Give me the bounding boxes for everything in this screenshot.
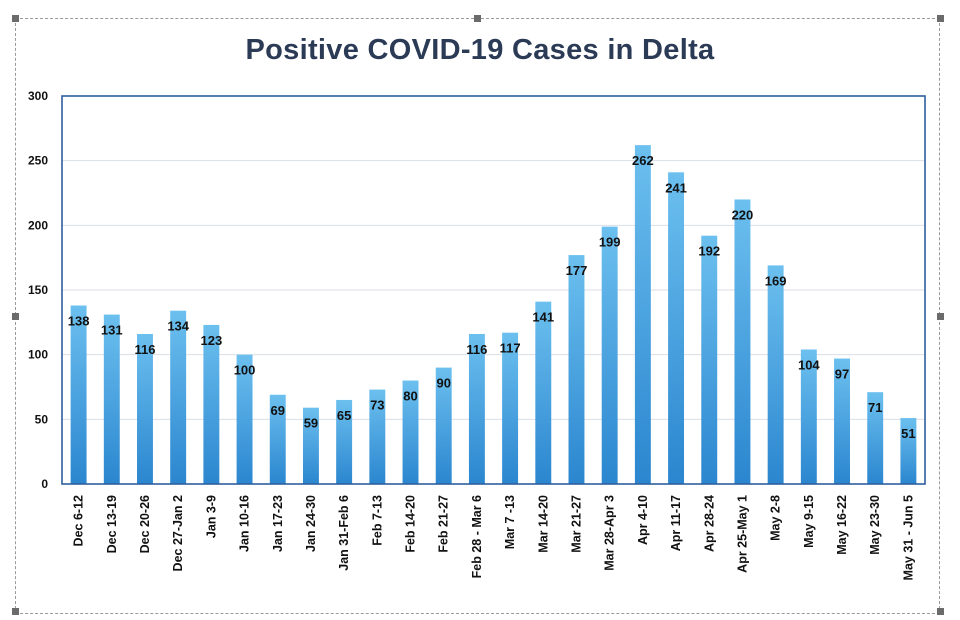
x-tick-label: Feb 28 - Mar 6	[470, 495, 484, 578]
data-label: 141	[532, 310, 554, 325]
bar	[800, 349, 817, 484]
bar	[535, 301, 552, 484]
data-label: 51	[901, 426, 915, 441]
bar	[137, 333, 153, 484]
data-label: 192	[698, 244, 720, 259]
x-tick-label: May 23-30	[868, 495, 882, 555]
resize-handle-bottom-right[interactable]	[937, 608, 944, 615]
data-label: 116	[134, 342, 155, 357]
bar	[502, 332, 519, 484]
data-label: 199	[599, 235, 621, 250]
data-label: 169	[765, 273, 787, 288]
bar	[369, 389, 386, 484]
data-label: 241	[665, 180, 687, 195]
x-tick-label: Apr 11-17	[669, 495, 683, 551]
data-label: 80	[403, 389, 417, 404]
bar	[767, 265, 784, 484]
data-label: 138	[68, 314, 90, 329]
bar	[302, 407, 319, 484]
x-tick-label: Mar 14-20	[536, 495, 550, 553]
data-label: 117	[500, 341, 521, 356]
x-tick-label: Jan 31-Feb 6	[337, 495, 351, 571]
bar	[236, 354, 253, 484]
data-label: 59	[304, 416, 318, 431]
x-tick-label: May 2-8	[769, 495, 783, 541]
bar	[634, 145, 651, 484]
bar	[170, 310, 187, 484]
bar	[70, 305, 87, 484]
data-label: 177	[566, 263, 588, 278]
x-tick-label: Apr 25-May 1	[735, 495, 749, 573]
resize-handle-middle-left[interactable]	[12, 313, 19, 320]
x-tick-label: Mar 28-Apr 3	[603, 495, 617, 571]
resize-handle-top-left[interactable]	[12, 15, 19, 22]
x-tick-label: Feb 21-27	[437, 495, 451, 553]
bar	[900, 418, 917, 484]
bar	[203, 324, 220, 484]
bar	[734, 199, 751, 484]
y-tick-label: 200	[28, 218, 48, 232]
bar	[435, 367, 452, 484]
x-tick-label: Dec 13-19	[105, 495, 119, 553]
data-label: 71	[868, 400, 882, 415]
x-tick-label: May 16-22	[835, 495, 849, 555]
data-label: 116	[466, 342, 487, 357]
x-tick-label: Jan 3-9	[204, 495, 218, 538]
x-tick-label: Mar 7 -13	[503, 495, 517, 549]
data-label: 262	[632, 153, 654, 168]
bar	[867, 392, 884, 484]
x-tick-label: Apr 4-10	[636, 495, 650, 545]
resize-handle-top-center[interactable]	[474, 15, 481, 22]
y-tick-label: 150	[28, 283, 48, 297]
bar	[468, 333, 485, 484]
resize-handle-top-right[interactable]	[937, 15, 944, 22]
y-tick-label: 0	[41, 477, 48, 491]
y-tick-label: 300	[28, 89, 48, 103]
bar	[834, 358, 850, 484]
data-label: 131	[101, 323, 123, 338]
bar	[269, 394, 286, 484]
plot-area-border	[61, 95, 926, 485]
x-tick-label: Jan 10-16	[238, 495, 252, 552]
data-label: 134	[167, 319, 189, 334]
data-label: 104	[798, 357, 820, 372]
x-tick-label: Dec 6-12	[72, 495, 86, 546]
data-label: 69	[271, 403, 285, 418]
x-tick-label: Jan 17-23	[271, 495, 285, 552]
x-tick-label: Dec 27-Jan 2	[171, 495, 185, 571]
x-tick-label: Feb 7-13	[370, 495, 384, 546]
y-tick-label: 50	[35, 412, 49, 426]
data-label: 65	[337, 408, 351, 423]
x-tick-label: May 31 - Jun 5	[901, 495, 915, 580]
bar	[668, 172, 685, 484]
data-label: 73	[370, 398, 384, 413]
bar	[103, 314, 120, 484]
data-label: 97	[835, 367, 849, 382]
data-label: 220	[732, 207, 754, 222]
y-tick-label: 250	[28, 154, 48, 168]
data-label: 123	[201, 333, 223, 348]
data-label: 90	[436, 376, 450, 391]
bar	[601, 226, 618, 485]
x-tick-label: Dec 20-26	[138, 495, 152, 553]
bar	[568, 255, 585, 484]
x-tick-label: Feb 14-20	[404, 495, 418, 553]
x-tick-label: May 9-15	[802, 495, 816, 548]
resize-handle-bottom-left[interactable]	[12, 608, 19, 615]
x-tick-label: Apr 28-24	[702, 495, 716, 552]
bar	[336, 399, 353, 484]
x-tick-label: Jan 24-30	[304, 495, 318, 552]
y-tick-label: 100	[28, 348, 48, 362]
bar	[402, 380, 419, 484]
bar	[701, 235, 718, 484]
resize-handle-middle-right[interactable]	[937, 313, 944, 320]
data-label: 100	[234, 363, 256, 378]
chart-title: Positive COVID-19 Cases in Delta	[245, 34, 715, 66]
x-tick-label: Mar 21-27	[569, 495, 583, 553]
